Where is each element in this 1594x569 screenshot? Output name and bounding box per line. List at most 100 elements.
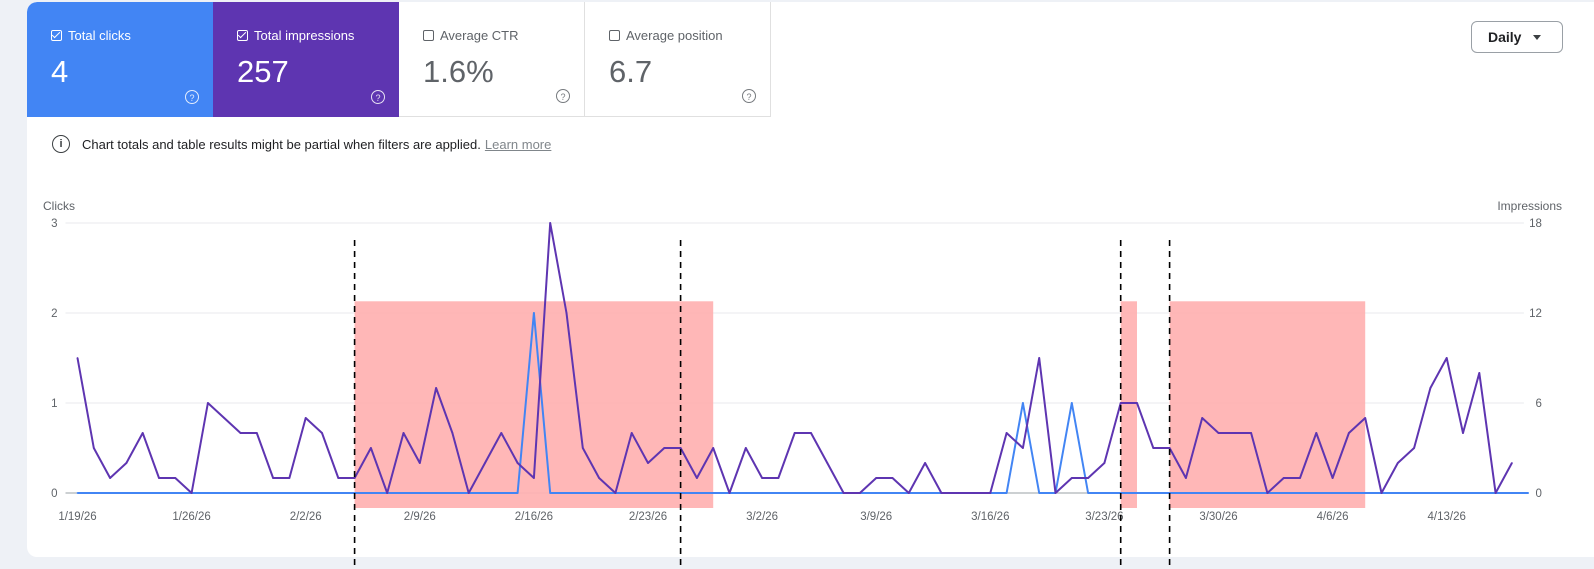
data-point-impressions [1005, 432, 1008, 434]
checkbox-unchecked-icon[interactable] [423, 30, 434, 41]
y-axis-left-label: Clicks [43, 199, 75, 213]
data-point-clicks [1136, 492, 1138, 494]
data-point-clicks [92, 492, 95, 494]
help-circle-icon[interactable]: ? [371, 90, 385, 104]
y-tick-label-right: 6 [1535, 398, 1541, 410]
data-point-clicks [484, 492, 486, 494]
x-tick-label: 3/9/26 [860, 511, 892, 523]
data-point-impressions [842, 492, 845, 494]
checkbox-unchecked-icon[interactable] [609, 30, 620, 41]
data-point-clicks [141, 492, 144, 494]
data-point-clicks [891, 492, 894, 494]
metric-tile-total-impressions[interactable]: Total impressions 257 ? [213, 2, 399, 117]
metric-value: 257 [237, 54, 289, 89]
period-select-value: Daily [1488, 29, 1522, 45]
metric-tile-average-position[interactable]: Average position 6.7 ? [585, 2, 771, 117]
data-point-clicks [549, 492, 552, 494]
data-point-impressions [1185, 477, 1187, 479]
data-point-impressions [451, 432, 454, 434]
data-point-clicks [533, 312, 535, 314]
data-point-impressions [1348, 432, 1350, 434]
data-point-impressions [565, 312, 568, 314]
data-point-impressions [581, 447, 584, 449]
data-point-impressions [712, 447, 715, 449]
data-point-clicks [321, 492, 323, 494]
data-point-impressions [875, 477, 878, 479]
filter-notice: i Chart totals and table results might b… [52, 135, 551, 153]
x-tick-label: 2/16/26 [515, 511, 553, 523]
data-point-impressions [386, 492, 389, 494]
data-point-clicks [1364, 492, 1367, 494]
data-point-clicks [304, 492, 307, 494]
checkbox-checked-icon[interactable] [51, 30, 62, 41]
data-point-clicks [565, 492, 568, 494]
data-point-clicks [1250, 492, 1252, 494]
data-point-impressions [1168, 447, 1171, 449]
data-point-impressions [484, 462, 486, 464]
data-point-impressions [435, 387, 437, 389]
x-tick-label: 2/2/26 [290, 511, 322, 523]
data-point-clicks [1413, 492, 1415, 494]
data-point-impressions [1478, 372, 1481, 374]
help-circle-icon[interactable]: ? [185, 90, 199, 104]
data-point-impressions [1511, 462, 1513, 464]
data-point-impressions [1315, 432, 1318, 434]
data-point-impressions [663, 447, 666, 449]
data-point-clicks [663, 492, 666, 494]
help-circle-icon[interactable]: ? [742, 89, 756, 103]
data-point-clicks [1462, 492, 1464, 494]
data-point-impressions [516, 462, 519, 464]
data-point-impressions [1136, 402, 1138, 404]
help-circle-icon[interactable]: ? [556, 89, 570, 103]
data-point-impressions [1201, 417, 1204, 419]
y-tick-label-right: 0 [1535, 488, 1541, 500]
data-point-impressions [1022, 447, 1024, 449]
data-point-clicks [761, 492, 763, 494]
data-point-impressions [598, 477, 600, 479]
metric-value: 1.6% [423, 54, 494, 89]
data-point-impressions [337, 477, 340, 479]
metric-tile-average-ctr[interactable]: Average CTR 1.6% ? [399, 2, 585, 117]
data-point-impressions [223, 417, 226, 419]
data-point-clicks [1331, 492, 1334, 494]
data-point-clicks [1201, 492, 1204, 494]
data-point-impressions [92, 447, 95, 449]
data-point-clicks [679, 492, 682, 494]
data-point-clicks [712, 492, 715, 494]
data-point-clicks [1185, 492, 1187, 494]
x-tick-label: 3/16/26 [971, 511, 1009, 523]
data-point-impressions [76, 357, 79, 359]
data-point-clicks [647, 492, 649, 494]
data-point-impressions [891, 477, 894, 479]
metric-tile-total-clicks[interactable]: Total clicks 4 ? [27, 2, 213, 117]
data-point-impressions [956, 492, 959, 494]
x-tick-label: 3/23/26 [1085, 511, 1123, 523]
y-tick-label-left: 2 [51, 308, 57, 320]
x-tick-label: 1/19/26 [58, 511, 96, 523]
y-axis-right-label: Impressions [1497, 199, 1562, 213]
checkbox-checked-icon[interactable] [237, 30, 248, 41]
data-point-clicks [402, 492, 405, 494]
data-point-impressions [207, 402, 209, 404]
data-point-clicks [1103, 492, 1106, 494]
data-point-impressions [370, 447, 372, 449]
period-select[interactable]: Daily [1471, 21, 1563, 53]
data-point-clicks [370, 492, 372, 494]
data-point-impressions [1413, 447, 1415, 449]
data-point-impressions [1070, 477, 1073, 479]
data-point-clicks [1527, 492, 1530, 494]
learn-more-link[interactable]: Learn more [484, 136, 552, 152]
data-point-impressions [907, 492, 910, 494]
data-point-impressions [1233, 432, 1236, 434]
metric-tiles: Total clicks 4 ? Total impressions 257 ?… [27, 2, 771, 117]
data-point-clicks [1429, 492, 1432, 494]
data-point-impressions [255, 432, 258, 434]
data-point-impressions [696, 477, 698, 479]
data-point-clicks [174, 492, 177, 494]
metric-label: Average CTR [440, 28, 519, 43]
data-point-clicks [500, 492, 503, 494]
data-point-clicks [337, 492, 340, 494]
data-point-impressions [777, 477, 780, 479]
data-point-impressions [1119, 402, 1122, 404]
data-point-impressions [810, 432, 812, 434]
